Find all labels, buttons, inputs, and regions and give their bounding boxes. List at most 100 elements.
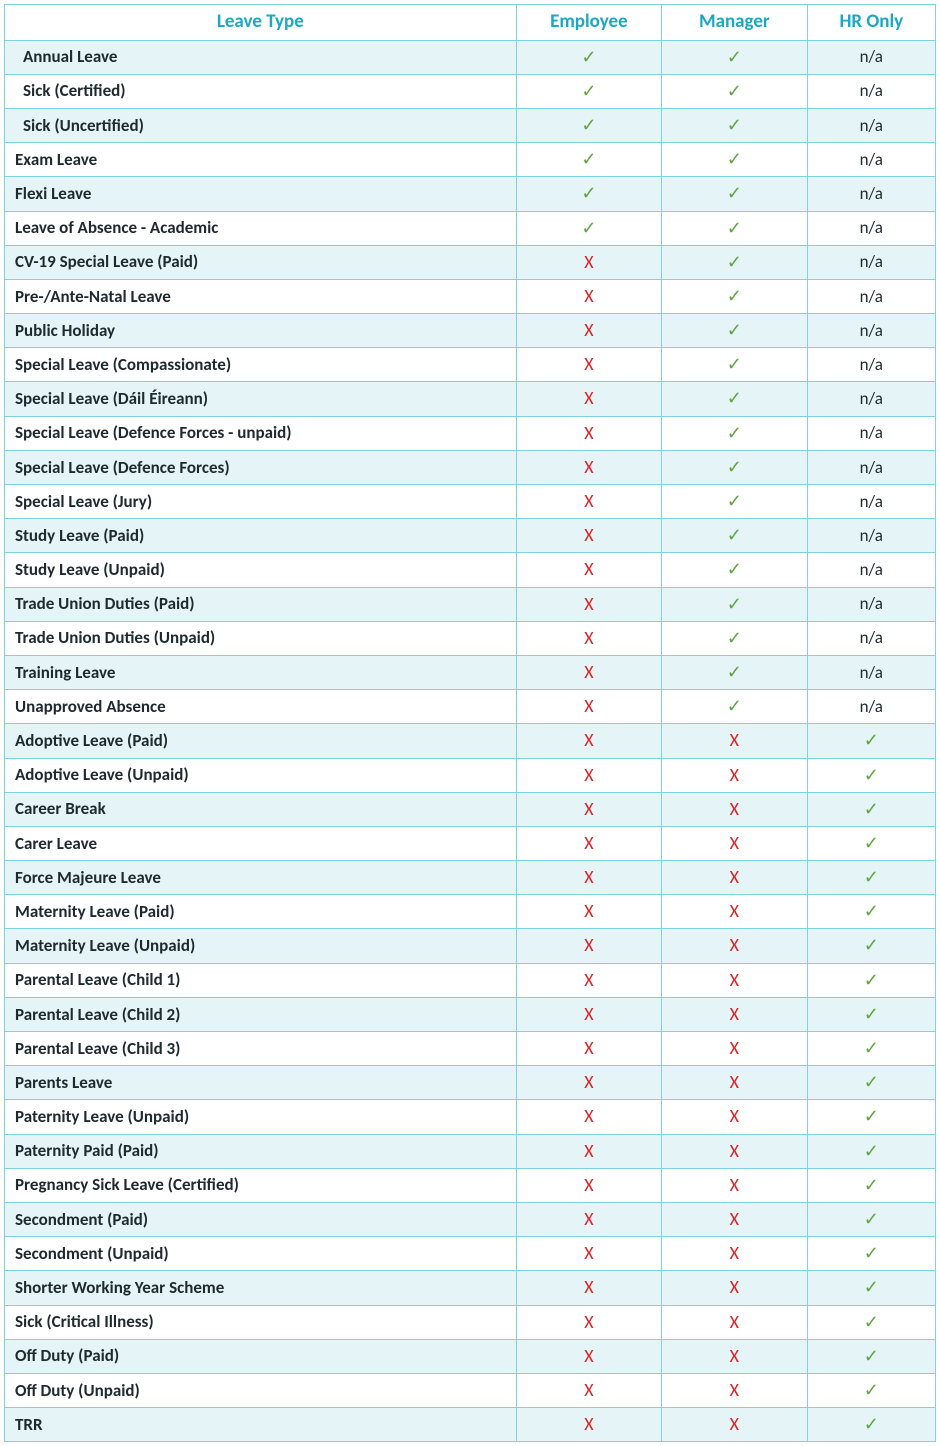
hr-cell: ✓ bbox=[807, 1305, 935, 1339]
leave-type-name: Parental Leave (Child 1) bbox=[5, 963, 517, 997]
leave-type-name: Special Leave (Compassionate) bbox=[5, 348, 517, 382]
cross-icon: X bbox=[584, 900, 593, 922]
cross-icon: X bbox=[584, 1311, 593, 1333]
employee-cell: ✓ bbox=[516, 108, 661, 142]
check-icon: ✓ bbox=[581, 148, 596, 170]
employee-cell: X bbox=[516, 348, 661, 382]
hr-cell: n/a bbox=[807, 108, 935, 142]
manager-cell: X bbox=[662, 1202, 807, 1236]
cross-icon: X bbox=[584, 593, 593, 615]
check-icon: ✓ bbox=[727, 422, 742, 444]
na-text: n/a bbox=[860, 115, 883, 136]
check-icon: ✓ bbox=[864, 1208, 879, 1230]
check-icon: ✓ bbox=[727, 182, 742, 204]
table-row: Training LeaveX✓n/a bbox=[5, 655, 936, 689]
cross-icon: X bbox=[584, 969, 593, 991]
hr-cell: ✓ bbox=[807, 1134, 935, 1168]
table-row: Study Leave (Unpaid)X✓n/a bbox=[5, 553, 936, 587]
cross-icon: X bbox=[730, 729, 739, 751]
cross-icon: X bbox=[584, 1208, 593, 1230]
hr-cell: n/a bbox=[807, 211, 935, 245]
header-manager: Manager bbox=[662, 5, 807, 41]
check-icon: ✓ bbox=[581, 114, 596, 136]
cross-icon: X bbox=[730, 866, 739, 888]
cross-icon: X bbox=[584, 1003, 593, 1025]
table-row: Adoptive Leave (Paid)XX✓ bbox=[5, 724, 936, 758]
header-hr: HR Only bbox=[807, 5, 935, 41]
table-row: Secondment (Paid)XX✓ bbox=[5, 1202, 936, 1236]
hr-cell: ✓ bbox=[807, 895, 935, 929]
cross-icon: X bbox=[584, 1140, 593, 1162]
hr-cell: ✓ bbox=[807, 1168, 935, 1202]
check-icon: ✓ bbox=[864, 1345, 879, 1367]
hr-cell: n/a bbox=[807, 143, 935, 177]
hr-cell: n/a bbox=[807, 553, 935, 587]
na-text: n/a bbox=[860, 525, 883, 546]
manager-cell: ✓ bbox=[662, 177, 807, 211]
employee-cell: X bbox=[516, 792, 661, 826]
leave-types-table: Leave Type Employee Manager HR Only Annu… bbox=[4, 4, 936, 1442]
cross-icon: X bbox=[730, 1311, 739, 1333]
check-icon: ✓ bbox=[864, 1311, 879, 1333]
table-row: CV-19 Special Leave (Paid)X✓n/a bbox=[5, 245, 936, 279]
check-icon: ✓ bbox=[864, 1379, 879, 1401]
cross-icon: X bbox=[584, 456, 593, 478]
table-row: Study Leave (Paid)X✓n/a bbox=[5, 519, 936, 553]
leave-type-name: Study Leave (Paid) bbox=[5, 519, 517, 553]
hr-cell: n/a bbox=[807, 690, 935, 724]
manager-cell: X bbox=[662, 929, 807, 963]
cross-icon: X bbox=[584, 1413, 593, 1435]
cross-icon: X bbox=[584, 387, 593, 409]
cross-icon: X bbox=[730, 934, 739, 956]
check-icon: ✓ bbox=[727, 80, 742, 102]
cross-icon: X bbox=[584, 1037, 593, 1059]
cross-icon: X bbox=[584, 490, 593, 512]
table-row: Carer LeaveXX✓ bbox=[5, 826, 936, 860]
leave-type-name: Sick (Critical Illness) bbox=[5, 1305, 517, 1339]
employee-cell: X bbox=[516, 826, 661, 860]
check-icon: ✓ bbox=[864, 1242, 879, 1264]
leave-type-name: Unapproved Absence bbox=[5, 690, 517, 724]
hr-cell: n/a bbox=[807, 655, 935, 689]
check-icon: ✓ bbox=[727, 148, 742, 170]
check-icon: ✓ bbox=[727, 593, 742, 615]
leave-type-name: Carer Leave bbox=[5, 826, 517, 860]
leave-type-name: Pregnancy Sick Leave (Certified) bbox=[5, 1168, 517, 1202]
manager-cell: X bbox=[662, 1032, 807, 1066]
employee-cell: X bbox=[516, 895, 661, 929]
leave-type-name: Parental Leave (Child 3) bbox=[5, 1032, 517, 1066]
table-row: Parental Leave (Child 2)XX✓ bbox=[5, 997, 936, 1031]
hr-cell: ✓ bbox=[807, 1100, 935, 1134]
na-text: n/a bbox=[860, 46, 883, 67]
leave-type-name: Flexi Leave bbox=[5, 177, 517, 211]
table-row: Parents LeaveXX✓ bbox=[5, 1066, 936, 1100]
manager-cell: X bbox=[662, 963, 807, 997]
cross-icon: X bbox=[584, 1071, 593, 1093]
check-icon: ✓ bbox=[727, 251, 742, 273]
table-row: Career BreakXX✓ bbox=[5, 792, 936, 826]
leave-type-name: Shorter Working Year Scheme bbox=[5, 1271, 517, 1305]
cross-icon: X bbox=[584, 251, 593, 273]
hr-cell: n/a bbox=[807, 382, 935, 416]
table-row: Force Majeure LeaveXX✓ bbox=[5, 861, 936, 895]
hr-cell: n/a bbox=[807, 348, 935, 382]
manager-cell: X bbox=[662, 1373, 807, 1407]
manager-cell: ✓ bbox=[662, 279, 807, 313]
check-icon: ✓ bbox=[864, 1174, 879, 1196]
na-text: n/a bbox=[860, 80, 883, 101]
na-text: n/a bbox=[860, 696, 883, 717]
cross-icon: X bbox=[584, 627, 593, 649]
table-row: Off Duty (Unpaid)XX✓ bbox=[5, 1373, 936, 1407]
leave-type-name: CV-19 Special Leave (Paid) bbox=[5, 245, 517, 279]
cross-icon: X bbox=[730, 1071, 739, 1093]
cross-icon: X bbox=[730, 1276, 739, 1298]
employee-cell: X bbox=[516, 519, 661, 553]
check-icon: ✓ bbox=[581, 46, 596, 68]
manager-cell: ✓ bbox=[662, 74, 807, 108]
cross-icon: X bbox=[730, 969, 739, 991]
table-row: Exam Leave✓✓n/a bbox=[5, 143, 936, 177]
check-icon: ✓ bbox=[727, 558, 742, 580]
leave-type-name: Annual Leave bbox=[5, 40, 517, 74]
leave-type-name: Trade Union Duties (Unpaid) bbox=[5, 621, 517, 655]
cross-icon: X bbox=[730, 1037, 739, 1059]
